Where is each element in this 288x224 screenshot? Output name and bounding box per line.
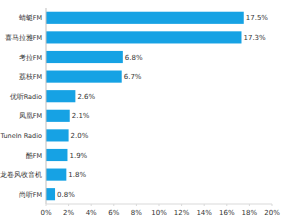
category-label: 凤凰FM <box>19 112 42 120</box>
x-tick <box>91 204 92 206</box>
x-tick-label: 20% <box>264 209 280 217</box>
x-tick-label: 2% <box>63 209 74 217</box>
bars <box>46 12 244 201</box>
category-label: 尚听FM <box>19 191 42 199</box>
data-label: 2.0% <box>71 132 89 140</box>
x-tick <box>159 204 160 206</box>
category-label: 荔枝FM <box>19 73 42 81</box>
x-tick <box>181 204 182 206</box>
x-tick <box>68 204 69 206</box>
bar <box>46 169 66 181</box>
y-axis-line <box>46 8 47 204</box>
x-tick <box>249 204 250 206</box>
x-tick-label: 10% <box>151 209 167 217</box>
data-label: 6.7% <box>124 73 142 81</box>
data-label: 17.3% <box>243 34 266 42</box>
data-label: 0.8% <box>57 191 75 199</box>
bar <box>46 129 69 141</box>
bar <box>46 71 122 83</box>
data-label: 2.1% <box>72 112 90 120</box>
bar <box>46 12 244 24</box>
bar <box>46 110 70 122</box>
category-label: 龙卷风收音机 <box>0 171 42 179</box>
bar <box>46 51 123 63</box>
x-tick-label: 6% <box>108 209 119 217</box>
data-label: 1.8% <box>68 171 86 179</box>
bar <box>46 149 67 161</box>
category-label: 优听Radio <box>10 93 42 101</box>
category-label: 喜马拉雅FM <box>5 34 42 42</box>
x-tick-label: 16% <box>219 209 235 217</box>
x-tick-label: 12% <box>174 209 190 217</box>
x-tick <box>204 204 205 206</box>
x-tick <box>136 204 137 206</box>
chart: 17.5% 17.3% 6.8% 6.7% 2.6% 2.1% 2.0% 1.9% 1.8% 0.… <box>0 0 288 224</box>
data-label: 1.9% <box>69 152 87 160</box>
bar <box>46 188 55 200</box>
data-label: 17.5% <box>246 14 269 22</box>
x-tick <box>272 204 273 206</box>
data-label: 2.6% <box>77 93 95 101</box>
x-tick-label: 8% <box>131 209 142 217</box>
x-tick <box>113 204 114 206</box>
x-tick-label: 14% <box>196 209 212 217</box>
x-tick-label: 4% <box>86 209 97 217</box>
category-label: 酷FM <box>26 152 42 160</box>
x-tick-label: 18% <box>242 209 258 217</box>
x-tick <box>226 204 227 206</box>
category-label: TuneIn Radio <box>0 132 42 140</box>
bar <box>46 31 241 43</box>
data-label: 6.8% <box>125 54 143 62</box>
category-label: 蜻蜓FM <box>19 14 42 22</box>
x-tick-label: 0% <box>40 209 51 217</box>
x-tick <box>46 204 47 206</box>
bar <box>46 90 75 102</box>
category-label: 考拉FM <box>19 54 42 62</box>
